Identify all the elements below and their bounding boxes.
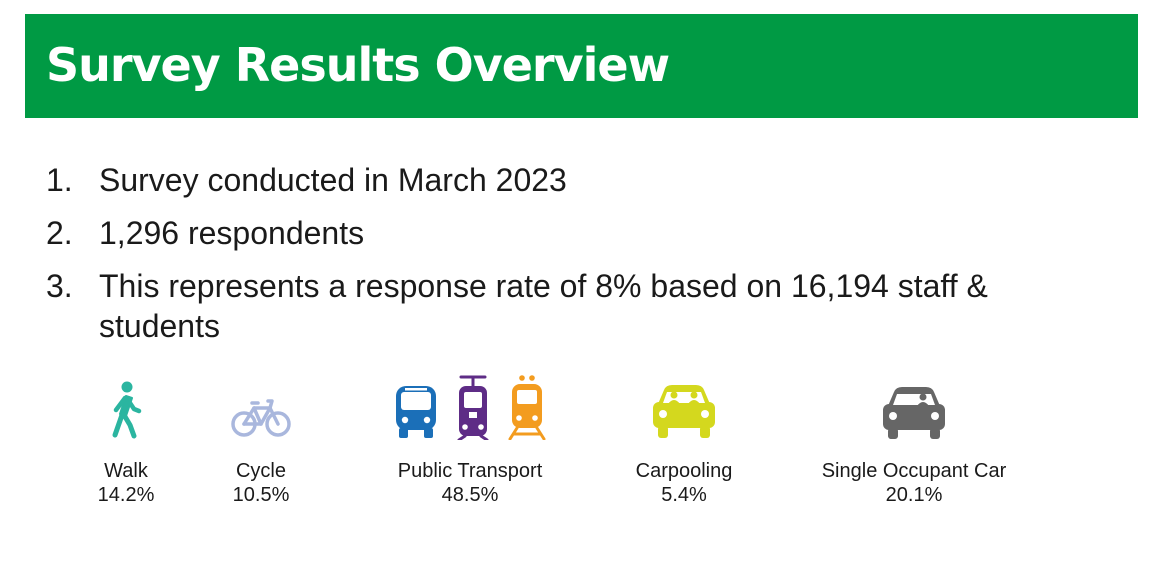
title-bar: Survey Results Overview — [25, 14, 1138, 118]
mode-value: 20.1% — [885, 484, 943, 506]
list-item: 2. 1,296 respondents — [46, 213, 1106, 253]
carpool-car-icon — [650, 382, 718, 440]
list-item-text: 1,296 respondents — [99, 215, 365, 251]
train-icon — [507, 374, 547, 440]
bicycle-icon — [230, 396, 292, 440]
bus-icon — [393, 382, 439, 440]
mode-public-transport: Public Transport 48.5% — [370, 368, 570, 507]
mode-label: Carpooling — [635, 460, 733, 482]
mode-single-occupant-car: Single Occupant Car 20.1% — [804, 368, 1024, 507]
list-item: 3. This represents a response rate of 8%… — [46, 266, 1106, 346]
mode-walk: Walk 14.2% — [74, 368, 178, 507]
mode-carpooling: Carpooling 5.4% — [614, 368, 754, 507]
mode-label: Cycle — [235, 460, 286, 482]
mode-value: 48.5% — [441, 484, 499, 506]
mode-value: 14.2% — [97, 484, 155, 506]
mode-label: Walk — [104, 460, 148, 482]
walk-icon — [106, 380, 146, 440]
list-item-text: Survey conducted in March 2023 — [99, 162, 567, 198]
slide-title: Survey Results Overview — [46, 38, 670, 92]
list-item-number: 1. — [46, 162, 73, 198]
list-item-number: 2. — [46, 215, 73, 251]
list-item-text: This represents a response rate of 8% ba… — [99, 268, 988, 344]
tram-icon — [453, 374, 493, 440]
mode-value: 5.4% — [661, 484, 707, 506]
mode-cycle: Cycle 10.5% — [206, 368, 316, 507]
mode-label: Single Occupant Car — [821, 460, 1007, 482]
mode-label: Public Transport — [397, 460, 543, 482]
list-item-number: 3. — [46, 268, 73, 304]
list-item: 1. Survey conducted in March 2023 — [46, 160, 1106, 200]
mode-value: 10.5% — [232, 484, 290, 506]
key-points-list: 1. Survey conducted in March 2023 2. 1,2… — [46, 160, 1106, 359]
single-occupant-car-icon — [881, 384, 947, 440]
